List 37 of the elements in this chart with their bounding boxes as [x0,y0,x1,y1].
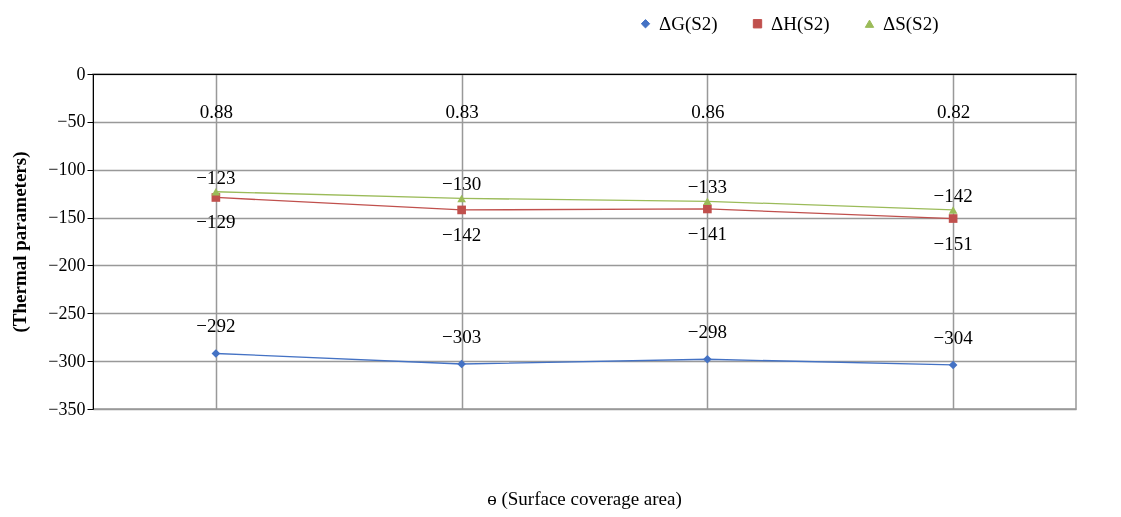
y-tick-label: 0 [76,63,86,84]
data-label: −303 [442,326,482,348]
point [948,214,958,223]
data-label: −123 [196,166,236,188]
x-tick-label: 0.86 [691,100,725,122]
y-axis-title: (Thermal parameters) [9,151,32,333]
y-tick-label: −350 [48,398,86,419]
data-label: −304 [933,326,974,348]
data-label: −292 [196,315,236,337]
data-label: −142 [442,223,482,245]
data-label: −130 [442,173,482,195]
y-tick-label: −50 [57,111,86,132]
x-tick-label: 0.82 [937,100,971,122]
data-label: −141 [687,222,727,244]
legend-label: ΔH(S2) [771,12,830,35]
point [948,206,958,214]
data-label: −142 [933,184,973,206]
data-label: −151 [933,232,973,254]
y-tick-label: −300 [48,350,86,371]
point [703,354,712,364]
point [948,360,958,370]
legend-label: ΔG(S2) [659,12,718,35]
point [703,204,712,214]
y-tick-label: −200 [48,254,86,275]
x-tick-label: 0.83 [445,100,479,122]
data-label: −133 [687,176,727,198]
x-axis-title: ɵ (Surface coverage area) [487,488,682,510]
legend-label: ΔS(S2) [883,12,939,35]
point [457,205,466,215]
point [703,197,712,206]
data-label: −298 [687,321,727,343]
y-tick-label: −250 [48,302,86,323]
point [457,194,466,203]
data-label: −129 [196,211,236,233]
y-tick-label: −100 [48,159,86,180]
x-tick-label: 0.88 [199,100,233,122]
y-tick-label: −150 [48,207,86,228]
